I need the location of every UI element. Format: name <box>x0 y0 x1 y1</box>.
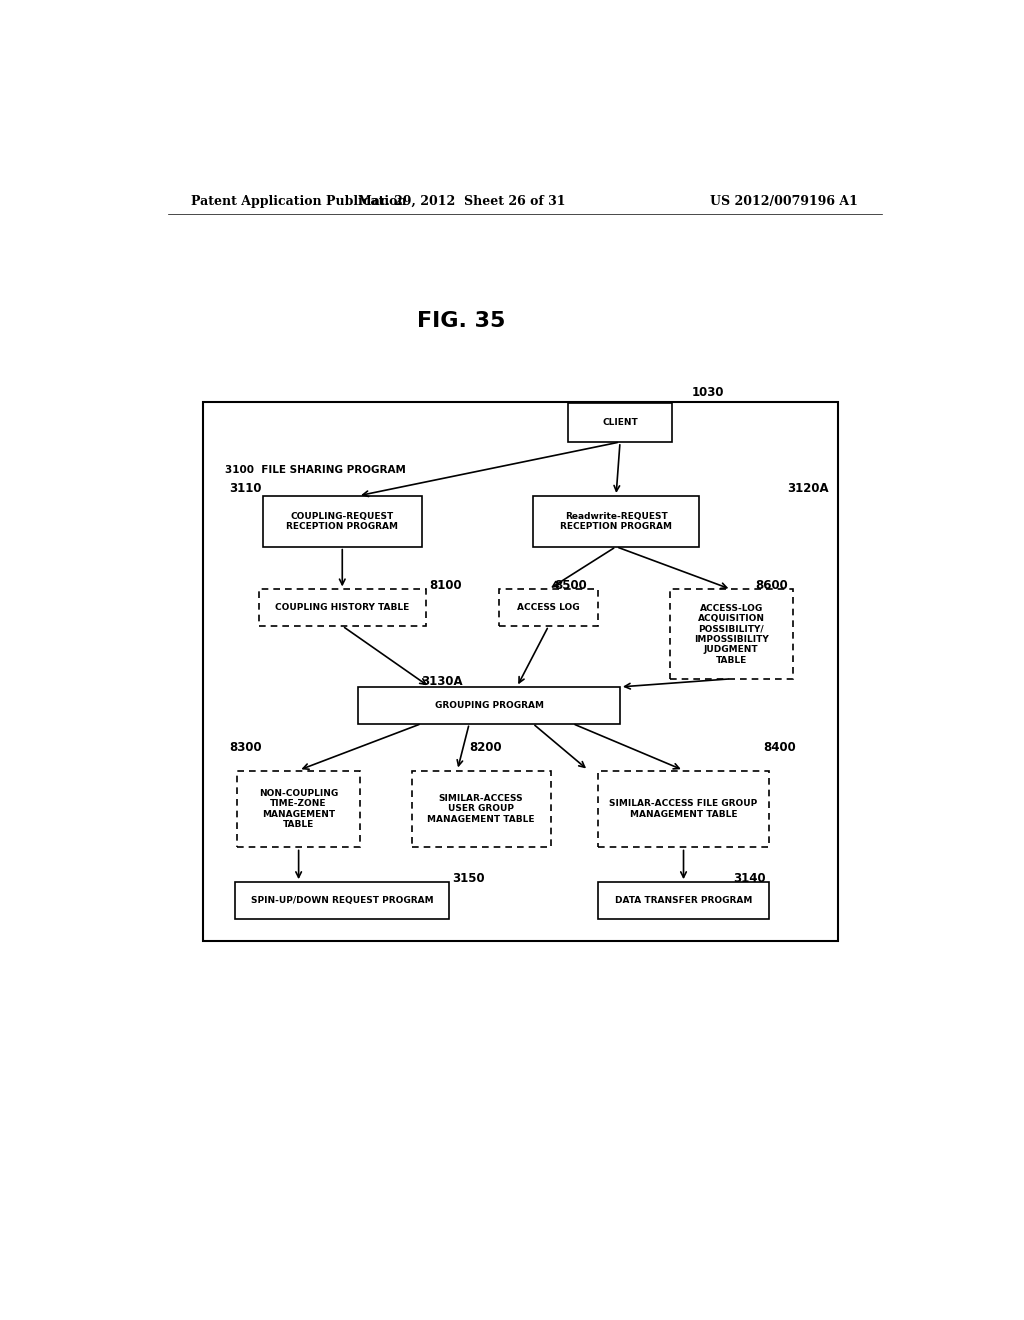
Text: SIMILAR-ACCESS
USER GROUP
MANAGEMENT TABLE: SIMILAR-ACCESS USER GROUP MANAGEMENT TAB… <box>427 795 535 824</box>
FancyBboxPatch shape <box>598 771 769 847</box>
Text: CLIENT: CLIENT <box>602 418 638 428</box>
Text: COUPLING HISTORY TABLE: COUPLING HISTORY TABLE <box>275 603 410 612</box>
Text: US 2012/0079196 A1: US 2012/0079196 A1 <box>711 194 858 207</box>
Text: DATA TRANSFER PROGRAM: DATA TRANSFER PROGRAM <box>614 896 753 906</box>
Text: ACCESS-LOG
ACQUISITION
POSSIBILITY/
IMPOSSIBILITY
JUDGMENT
TABLE: ACCESS-LOG ACQUISITION POSSIBILITY/ IMPO… <box>694 603 768 664</box>
FancyBboxPatch shape <box>263 496 422 546</box>
Text: COUPLING-REQUEST
RECEPTION PROGRAM: COUPLING-REQUEST RECEPTION PROGRAM <box>287 512 398 531</box>
Text: 3150: 3150 <box>452 871 484 884</box>
Text: 8500: 8500 <box>554 578 587 591</box>
Text: FIG. 35: FIG. 35 <box>417 312 506 331</box>
Text: 3140: 3140 <box>733 871 765 884</box>
Text: SPIN-UP/DOWN REQUEST PROGRAM: SPIN-UP/DOWN REQUEST PROGRAM <box>251 896 433 906</box>
Text: 8100: 8100 <box>430 578 462 591</box>
FancyBboxPatch shape <box>236 882 450 919</box>
Text: Readwrite-REQUEST
RECEPTION PROGRAM: Readwrite-REQUEST RECEPTION PROGRAM <box>560 512 672 531</box>
FancyBboxPatch shape <box>670 589 793 678</box>
FancyBboxPatch shape <box>532 496 699 546</box>
Text: NON-COUPLING
TIME-ZONE
MANAGEMENT
TABLE: NON-COUPLING TIME-ZONE MANAGEMENT TABLE <box>259 789 338 829</box>
Text: 8300: 8300 <box>229 742 262 755</box>
FancyBboxPatch shape <box>412 771 551 847</box>
Text: GROUPING PROGRAM: GROUPING PROGRAM <box>434 701 544 710</box>
Text: 3120A: 3120A <box>786 482 828 495</box>
Text: SIMILAR-ACCESS FILE GROUP
MANAGEMENT TABLE: SIMILAR-ACCESS FILE GROUP MANAGEMENT TAB… <box>609 799 758 818</box>
Text: Mar. 29, 2012  Sheet 26 of 31: Mar. 29, 2012 Sheet 26 of 31 <box>357 194 565 207</box>
Text: 3110: 3110 <box>229 482 262 495</box>
Text: 1030: 1030 <box>691 385 724 399</box>
FancyBboxPatch shape <box>568 404 672 442</box>
FancyBboxPatch shape <box>238 771 360 847</box>
Text: 3100  FILE SHARING PROGRAM: 3100 FILE SHARING PROGRAM <box>225 466 406 475</box>
FancyBboxPatch shape <box>259 589 426 626</box>
Text: 8400: 8400 <box>763 742 796 755</box>
Text: ACCESS LOG: ACCESS LOG <box>517 603 580 612</box>
Text: 3130A: 3130A <box>422 676 463 688</box>
Text: 8600: 8600 <box>755 578 787 591</box>
FancyBboxPatch shape <box>598 882 769 919</box>
FancyBboxPatch shape <box>499 589 598 626</box>
Text: Patent Application Publication: Patent Application Publication <box>191 194 407 207</box>
FancyBboxPatch shape <box>358 686 621 723</box>
Text: 8200: 8200 <box>469 742 502 755</box>
